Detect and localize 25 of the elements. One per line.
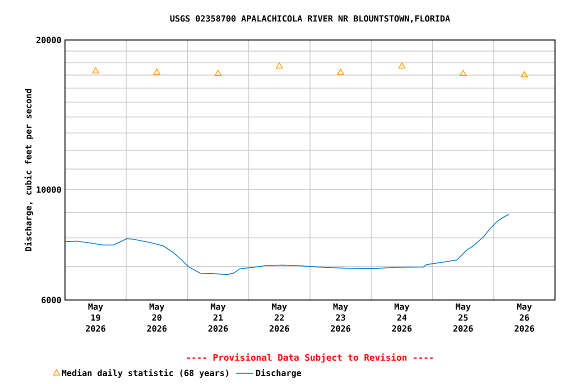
x-tick-label: May 22 2026 xyxy=(270,303,290,332)
y-axis-title: Discharge, cubic feet per second xyxy=(24,89,34,251)
x-tick-label: May 24 2026 xyxy=(392,303,412,332)
point xyxy=(520,71,528,78)
x-tick-label: May 20 2026 xyxy=(147,303,167,332)
text: ---- Provisional Data Subject to Revision ---- xyxy=(187,353,433,363)
x-tick-label: May 23 2026 xyxy=(330,303,350,332)
point xyxy=(337,68,344,75)
y-tick-label: 6000 xyxy=(42,296,61,304)
legend-label: Discharge xyxy=(256,369,302,378)
point xyxy=(276,62,283,69)
y-tick-label: 20000 xyxy=(36,36,61,44)
point xyxy=(214,70,222,76)
point xyxy=(92,67,100,74)
x-tick-label: May 26 2026 xyxy=(514,303,534,332)
line-series xyxy=(65,214,510,275)
y-tick-label: 10000 xyxy=(36,186,61,193)
x-tick-label: May 19 2026 xyxy=(86,303,106,332)
point xyxy=(153,68,160,75)
chart-title: USGS 02358700 APALACHICOLA RIVER NR BLOUNTSTOWN,FLORIDA xyxy=(170,15,450,23)
legend-label: Median daily statistic (68 years) xyxy=(62,369,228,378)
x-tick-label: May 21 2026 xyxy=(208,303,228,332)
x-tick-label: May 25 2026 xyxy=(453,303,473,332)
point xyxy=(460,70,467,76)
point xyxy=(398,62,406,69)
